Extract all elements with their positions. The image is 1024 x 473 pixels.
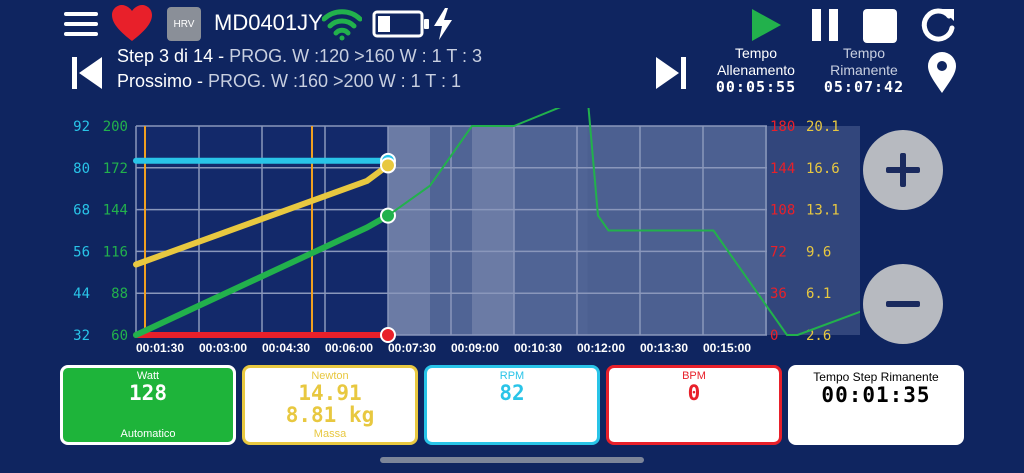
watt-tick-label: 172 [103, 161, 128, 177]
newton-mass-value: 8.81 kg [285, 403, 375, 427]
stop-button[interactable] [862, 8, 898, 44]
remaining-value: 05:07:42 [823, 78, 905, 96]
bpm-tick-label: 36 [770, 286, 787, 302]
bpm-tick-label: 0 [770, 328, 778, 344]
x-tick-label: 00:10:30 [514, 341, 562, 355]
x-tick-label: 00:07:30 [388, 341, 436, 355]
bpm-tick-label: 72 [770, 244, 787, 260]
play-icon [752, 9, 781, 41]
rpm-tick-label: 56 [73, 244, 90, 260]
pause-button[interactable] [808, 8, 842, 42]
x-tick-label: 00:03:00 [199, 341, 247, 355]
next-step-info: Prossimo - PROG. W :160 >200 W : 1 T : 1 [117, 71, 461, 92]
watt-tile[interactable]: Watt 128 Automatico [60, 365, 236, 445]
rpm-value: 82 [499, 381, 525, 405]
newton-tick-label: 2.6 [806, 328, 831, 344]
newton-tick-label: 13.1 [806, 203, 840, 219]
location-pin-icon[interactable] [926, 52, 958, 94]
step-time-value: 00:01:35 [821, 383, 931, 407]
bpm-value: 0 [687, 381, 701, 405]
bpm-label: BPM [682, 370, 706, 382]
x-tick-label: 00:06:00 [325, 341, 373, 355]
stop-icon [863, 9, 897, 43]
next-step-label: Prossimo - [117, 71, 209, 91]
zoom-out-button[interactable] [863, 264, 943, 344]
rpm-label: RPM [499, 370, 525, 382]
step-time-label: Tempo Step Rimanente [813, 370, 939, 384]
remaining-title-2: Rimanente [830, 62, 898, 78]
watt-value: 128 [129, 381, 167, 405]
step-time-tile[interactable]: Tempo Step Rimanente 00:01:35 [788, 365, 964, 445]
newton-tick-label: 20.1 [806, 119, 840, 135]
prev-step-button[interactable] [70, 53, 104, 98]
next-step-button[interactable] [654, 53, 688, 98]
charging-bolt-icon [432, 6, 454, 42]
current-step-detail: PROG. W :120 >160 W : 1 T : 3 [229, 46, 483, 66]
pause-icon [812, 9, 838, 41]
next-step-detail: PROG. W :160 >200 W : 1 T : 1 [208, 71, 461, 91]
x-tick-label: 00:01:30 [136, 341, 184, 355]
newton-tick-label: 16.6 [806, 161, 840, 177]
x-tick-label: 00:15:00 [703, 341, 751, 355]
x-tick-label: 00:09:00 [451, 341, 499, 355]
newton-sub-label: Massa [313, 428, 347, 440]
heart-icon[interactable] [110, 4, 154, 44]
refresh-icon [921, 8, 955, 42]
zoom-in-button[interactable] [863, 130, 943, 210]
watt-tick-label: 144 [103, 203, 128, 219]
elapsed-value: 00:05:55 [715, 78, 797, 96]
newton-series-line [133, 162, 391, 268]
bpm-tick-label: 144 [770, 161, 795, 177]
watt-series-line [133, 212, 391, 338]
x-tick-label: 00:12:00 [577, 341, 625, 355]
minus-icon [886, 301, 920, 307]
newton-tick-label: 6.1 [806, 286, 831, 302]
elapsed-title-1: Tempo [734, 45, 778, 61]
plus-icon [886, 153, 920, 187]
hrv-icon[interactable]: HRV [167, 7, 201, 41]
watt-tick-label: 200 [103, 119, 128, 135]
device-id: MD0401JY [214, 10, 323, 35]
workout-chart: 92 80 68 56 44 32 200 172 144 116 88 60 180 144 108 72 3… [73, 108, 860, 355]
newton-current-point [380, 157, 396, 174]
watt-tick-label: 88 [111, 286, 128, 302]
elapsed-time: Tempo Allenamento 00:05:55 [706, 45, 806, 96]
rpm-tick-label: 80 [73, 161, 90, 177]
rpm-tick-label: 32 [73, 328, 90, 344]
menu-icon[interactable] [64, 12, 98, 38]
watt-tick-label: 116 [103, 244, 128, 260]
bpm-current-point [380, 327, 396, 343]
newton-tick-label: 9.6 [806, 244, 831, 260]
rpm-tick-label: 92 [73, 119, 90, 135]
bpm-tick-label: 108 [770, 203, 795, 219]
wifi-icon [322, 6, 362, 42]
battery-icon [372, 10, 432, 38]
newton-label: Newton [311, 370, 349, 382]
play-button[interactable] [748, 6, 784, 44]
rpm-tick-label: 68 [73, 203, 90, 219]
home-indicator[interactable] [380, 457, 644, 463]
watt-label: Watt [136, 370, 160, 382]
current-step-info: Step 3 di 14 - PROG. W :120 >160 W : 1 T… [117, 46, 482, 67]
newton-value: 14.91 [298, 381, 362, 405]
newton-tile[interactable]: Newton 14.91 8.81 kg Massa [242, 365, 418, 445]
refresh-button[interactable] [918, 6, 958, 44]
watt-tick-label: 60 [111, 328, 128, 344]
bpm-tick-label: 180 [770, 119, 795, 135]
remaining-time: Tempo Rimanente 05:07:42 [814, 45, 914, 96]
x-tick-label: 00:13:30 [640, 341, 688, 355]
rpm-tile[interactable]: RPM 82 [424, 365, 600, 445]
elapsed-title-2: Allenamento [717, 62, 795, 78]
step-band [472, 126, 514, 335]
bpm-tile[interactable]: BPM 0 [606, 365, 782, 445]
current-step-label: Step 3 di 14 - [117, 46, 230, 66]
watt-program-series-line [387, 108, 860, 336]
watt-mode: Automatico [120, 428, 176, 440]
remaining-title-1: Tempo [842, 45, 886, 61]
hrv-label: HRV [173, 18, 195, 30]
rpm-tick-label: 44 [73, 286, 90, 302]
x-tick-label: 00:04:30 [262, 341, 310, 355]
